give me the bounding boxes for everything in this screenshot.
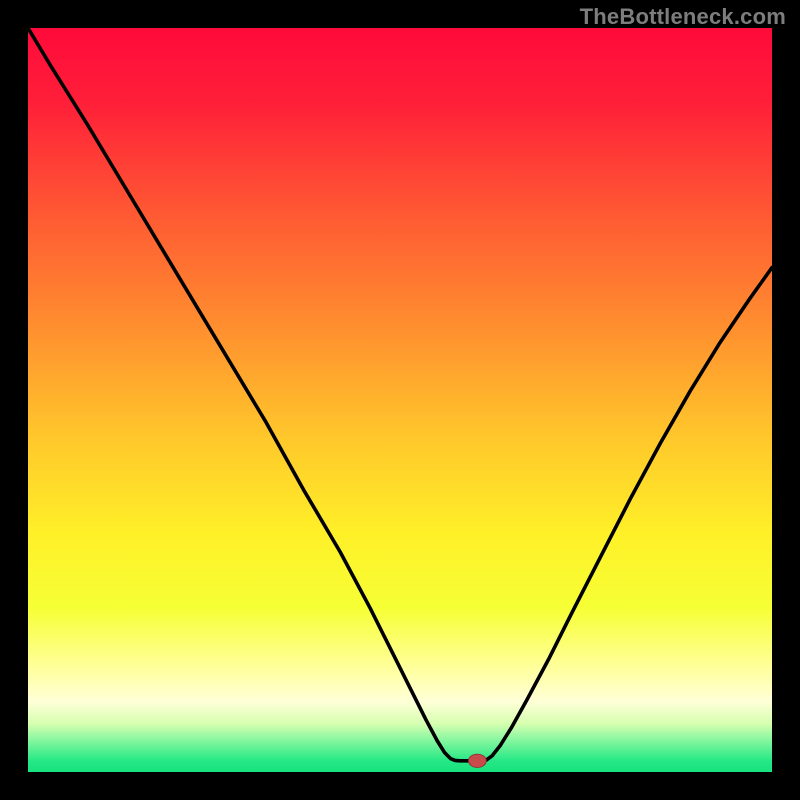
watermark-text: TheBottleneck.com: [580, 4, 786, 30]
plot-background: [28, 28, 772, 772]
plot-area: [28, 28, 772, 772]
min-marker: [468, 754, 486, 767]
plot-svg: [28, 28, 772, 772]
chart-frame: TheBottleneck.com: [0, 0, 800, 800]
